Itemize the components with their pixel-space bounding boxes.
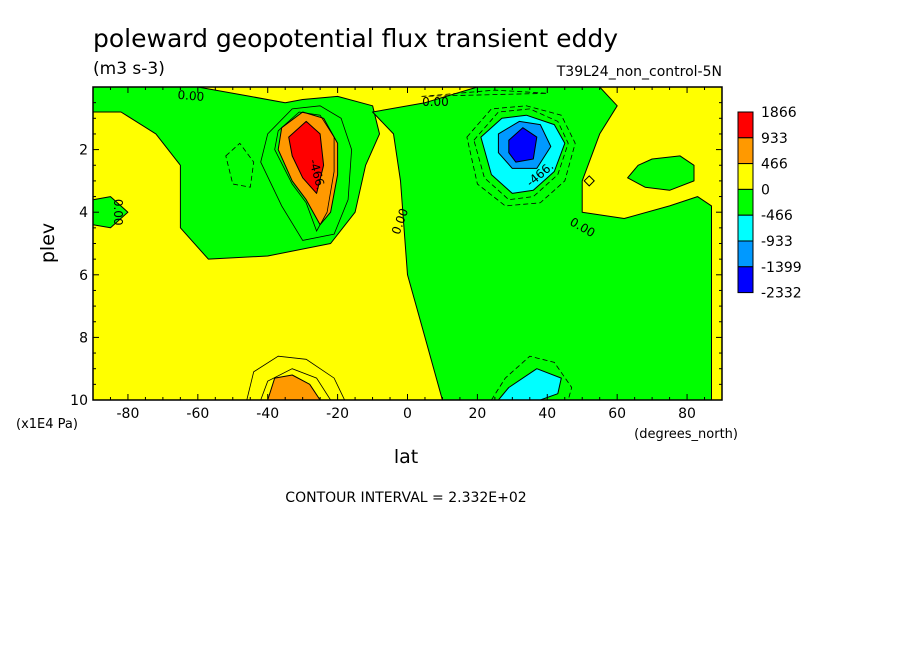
contour-interval: CONTOUR INTERVAL = 2.332E+02 — [285, 490, 526, 506]
colorbar-tick-label: -1399 — [761, 260, 802, 276]
x-tick-label: -80 — [117, 406, 140, 422]
colorbar-swatch — [737, 188, 754, 216]
filled-contour-region — [508, 127, 538, 163]
contour-extremum-marker — [583, 175, 595, 187]
x-tick-label: 80 — [678, 406, 696, 422]
x-tick-label: -60 — [186, 406, 209, 422]
y-tick-label: 10 — [70, 393, 88, 409]
filled-contour-region — [627, 155, 695, 191]
chart-title: poleward geopotential flux transient edd… — [93, 24, 618, 53]
colorbar-swatch — [737, 214, 754, 242]
filled-contour-region — [497, 368, 562, 400]
x-tick-label: 0 — [403, 406, 412, 422]
colorbar-tick-label: 933 — [761, 131, 788, 147]
contour-line — [466, 105, 576, 207]
colorbar-swatch — [737, 266, 754, 294]
contour-line — [246, 355, 346, 400]
filled-contour-region — [372, 87, 712, 400]
colorbar-swatch — [737, 163, 754, 190]
filled-contour-region — [267, 374, 321, 400]
contour-label: 0.00 — [177, 88, 205, 104]
colorbar: 1866 933 466 0 -466 -933 -1399 -2332 — [737, 105, 802, 302]
chart-units: (m3 s-3) — [93, 59, 165, 79]
colorbar-tick-label: -933 — [761, 234, 793, 250]
filled-contour-region — [288, 120, 325, 194]
y-axis-units: (x1E4 Pa) — [16, 417, 78, 432]
colorbar-tick-label: 0 — [761, 182, 770, 198]
colorbar-tick-label: -466 — [761, 208, 793, 224]
x-tick-label: 20 — [468, 406, 486, 422]
contour-line — [490, 355, 573, 400]
contour-line — [473, 108, 569, 201]
contour-line — [421, 89, 548, 97]
y-tick-label: 2 — [79, 143, 88, 159]
colorbar-tick-label: 1866 — [761, 105, 797, 121]
colorbar-tick-label: 466 — [761, 157, 788, 173]
axes: -80 -60 -40 -20 0 20 40 60 80 2 4 6 8 10 — [70, 86, 723, 422]
x-axis-label: lat — [394, 446, 418, 468]
x-axis-units: (degrees_north) — [634, 427, 738, 442]
colorbar-swatch — [737, 111, 754, 139]
contour-label: 0.00 — [422, 95, 449, 109]
contour-line — [260, 368, 332, 400]
contour-line — [274, 111, 335, 232]
colorbar-tick-label: -2332 — [761, 286, 802, 302]
y-axis-label: plev — [37, 223, 59, 263]
y-tick-label: 4 — [79, 205, 88, 221]
filled-contour-region — [93, 196, 129, 229]
x-tick-label: -40 — [256, 406, 279, 422]
contour-line — [225, 142, 255, 188]
y-tick-label: 8 — [79, 330, 88, 346]
y-tick-label: 6 — [79, 268, 88, 284]
x-tick-label: 60 — [608, 406, 626, 422]
plot-area: 0.00 0.00-466. -466.0.00 0.00 0.00 — [93, 87, 722, 400]
dataset-label: T39L24_non_control-5N — [556, 64, 722, 80]
colorbar-swatch — [737, 240, 754, 268]
contour-label: 0.00 — [111, 199, 125, 226]
contour-line — [260, 105, 353, 241]
colorbar-swatch — [737, 137, 754, 165]
x-tick-label: 40 — [538, 406, 556, 422]
x-tick-label: -20 — [326, 406, 349, 422]
